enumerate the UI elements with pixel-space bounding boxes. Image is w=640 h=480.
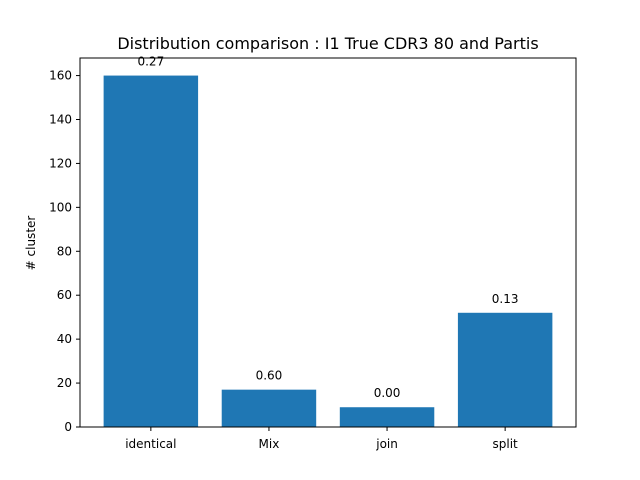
x-tick-label: Mix: [259, 437, 280, 451]
bar-join: [339, 407, 435, 427]
bar-mix: [221, 389, 317, 427]
axes-frame: [79, 57, 577, 428]
plot-area: 0.27 identical 0.60 Mix 0.00 join 0.13 split 0 20…: [49, 55, 577, 451]
y-tick-label: 140: [49, 113, 72, 127]
y-axis-label: # cluster: [24, 216, 38, 271]
bar-value-label: 0.13: [492, 292, 519, 306]
y-tick-label: 100: [49, 200, 72, 214]
bar-identical: [103, 75, 199, 428]
y-tick-label: 40: [57, 332, 72, 346]
chart-title: Distribution comparison : I1 True CDR3 8…: [117, 34, 538, 53]
bar-split: [457, 312, 553, 427]
bar-value-label: 0.27: [137, 55, 164, 69]
bar-value-label: 0.60: [256, 369, 283, 383]
y-tick-label: 0: [64, 420, 72, 434]
x-tick-label: join: [375, 437, 398, 451]
y-tick-label: 20: [57, 376, 72, 390]
x-tick-label: split: [493, 437, 519, 451]
y-tick-label: 160: [49, 69, 72, 83]
bar-value-label: 0.00: [374, 386, 401, 400]
x-tick-label: identical: [125, 437, 176, 451]
y-tick-label: 120: [49, 156, 72, 170]
y-tick-label: 60: [57, 288, 72, 302]
y-tick-label: 80: [57, 244, 72, 258]
